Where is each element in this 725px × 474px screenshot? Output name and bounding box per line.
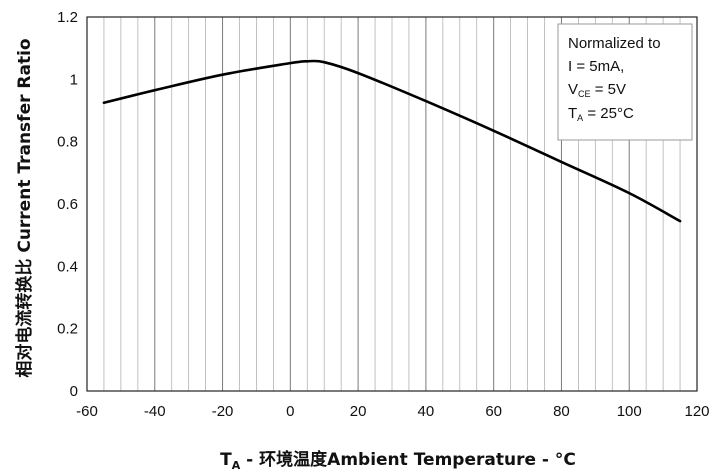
y-tick-label: 1 <box>70 71 78 88</box>
x-tick-label: -60 <box>76 403 98 420</box>
y-tick-label: 0.6 <box>57 196 78 213</box>
y-tick-label: 0.8 <box>57 134 78 151</box>
plot-frame <box>86 16 698 392</box>
y-tick-label: 1.2 <box>57 9 78 26</box>
legend: Normalized to I = 5mA, VCE = 5V TA = 25°… <box>557 23 693 141</box>
tick-labels: -60 -40 -20 0 20 40 60 80 100 120 0 0.2 0.4 0.6 0.8 1 1.… <box>57 9 709 420</box>
y-tick-label: 0 <box>70 383 78 400</box>
x-tick-label: 40 <box>418 403 435 420</box>
legend-box <box>557 23 693 141</box>
legend-line-3: VCE = 5V <box>568 81 626 99</box>
y-axis-title: 相对电流转换比 Current Transfer Ratio <box>14 38 35 377</box>
x-tick-label: 0 <box>286 403 294 420</box>
grid <box>103 17 681 391</box>
x-tick-label: -40 <box>144 403 166 420</box>
series-line <box>102 59 682 223</box>
legend-line-4: TA = 25°C <box>568 105 634 123</box>
x-tick-label: 80 <box>553 403 570 420</box>
x-tick-label: 60 <box>485 403 502 420</box>
x-tick-label: 100 <box>617 403 642 420</box>
x-tick-label: -20 <box>212 403 234 420</box>
legend-line-1: Normalized to <box>568 35 661 52</box>
legend-line-2: I = 5mA, <box>568 58 624 75</box>
x-tick-label: 120 <box>684 403 709 420</box>
x-axis-title: TA - 环境温度Ambient Temperature - °C <box>220 449 576 472</box>
y-tick-label: 0.2 <box>57 321 78 338</box>
x-tick-label: 20 <box>350 403 367 420</box>
y-tick-label: 0.4 <box>57 258 78 275</box>
